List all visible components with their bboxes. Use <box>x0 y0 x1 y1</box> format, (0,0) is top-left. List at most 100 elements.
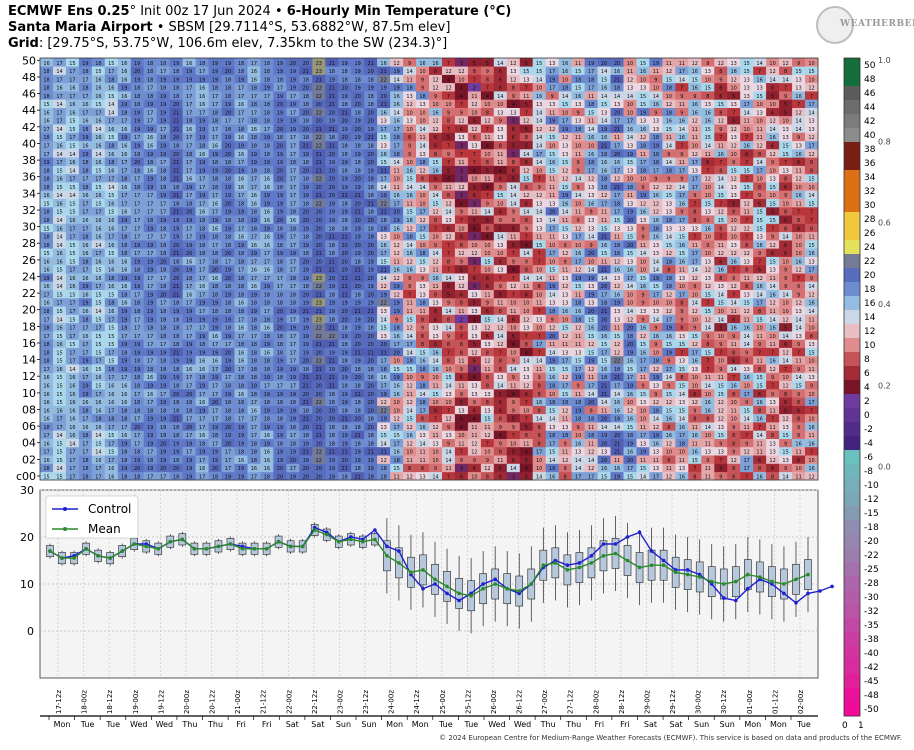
heatmap-cell-value: 21 <box>368 309 374 315</box>
heatmap-cell <box>91 198 106 208</box>
heatmap-cell <box>117 198 132 208</box>
heatmap-cell-value: 16 <box>380 61 386 67</box>
heatmap-cell-value: 14 <box>497 61 503 67</box>
heatmap-cell-value: 16 <box>43 301 49 307</box>
heatmap-cell-value: 16 <box>43 119 49 125</box>
heatmap-cell-value: 13 <box>640 400 646 406</box>
heatmap-cell-value: 14 <box>406 69 412 75</box>
heatmap-cell-value: 22 <box>380 301 386 307</box>
heatmap-cell <box>78 140 93 150</box>
degree-sign: ° <box>130 4 137 19</box>
heatmap-cell-value: 18 <box>303 433 309 439</box>
heatmap-cell-value: 16 <box>393 94 399 100</box>
heatmap-cell-value: 21 <box>173 177 179 183</box>
heatmap-cell-value: 18 <box>277 243 283 249</box>
heatmap-cell <box>40 240 54 249</box>
heatmap-cell-value: 18 <box>329 433 335 439</box>
heatmap-cell-value: 11 <box>406 309 412 315</box>
heatmap-cell-value: 11 <box>575 392 581 398</box>
heatmap-cell-value: 19 <box>173 235 179 241</box>
heatmap-cell-value: 13 <box>653 251 659 257</box>
heatmap-cell-value: 16 <box>186 259 192 265</box>
heatmap-cell-value: 5 <box>512 243 515 249</box>
heatmap-cell-value: 19 <box>290 77 296 83</box>
heatmap-cell-value: 10 <box>419 193 425 199</box>
heatmap-cell-value: 18 <box>108 417 114 423</box>
heatmap-cell-value: 18 <box>134 168 140 174</box>
heatmap-cell-value: 19 <box>329 458 335 464</box>
heatmap-cell-value: 9 <box>654 110 657 116</box>
heatmap-cell-value: 19 <box>147 268 153 274</box>
heatmap-cell-value: 17 <box>575 367 581 373</box>
heatmap-cell-value: 17 <box>147 119 153 125</box>
heatmap-cell-value: 18 <box>303 102 309 108</box>
heatmap-cell-value: 18 <box>199 441 205 447</box>
heatmap-cell-value: 20 <box>316 243 322 249</box>
heatmap-cell-value: 18 <box>264 168 270 174</box>
heatmap-cell <box>104 74 119 84</box>
heatmap-cell <box>104 372 119 381</box>
heatmap-cell <box>40 248 54 257</box>
heatmap-cell-value: 17 <box>393 127 399 133</box>
heatmap-cell-value: 11 <box>458 160 464 166</box>
heatmap-cell-value: 19 <box>277 458 283 464</box>
heatmap-cell <box>65 372 80 381</box>
heatmap-cell-value: 15 <box>549 367 555 373</box>
heatmap-cell-value: 7 <box>538 334 541 340</box>
heatmap-cell-value: 17 <box>277 384 283 390</box>
heatmap-cell-value: 14 <box>497 334 503 340</box>
heatmap-cell-value: 11 <box>666 466 672 472</box>
heatmap-cell <box>91 446 106 456</box>
heatmap-cell-value: 19 <box>160 458 166 464</box>
heatmap-cell-value: 13 <box>432 326 438 332</box>
heatmap-cell-value: 11 <box>393 168 399 174</box>
heatmap-cell-value: 15 <box>393 433 399 439</box>
heatmap-cell-value: 14 <box>588 235 594 241</box>
heatmap-cell-value: 19 <box>277 235 283 241</box>
heatmap-cell-value: 19 <box>173 77 179 83</box>
heatmap-cell-value: 12 <box>562 135 568 141</box>
heatmap-cell <box>53 223 67 233</box>
heatmap-cell-value: 14 <box>69 441 75 447</box>
heatmap-cell-value: 14 <box>69 367 75 373</box>
heatmap-cell <box>78 298 93 307</box>
heatmap-cell-value: 15 <box>56 392 62 398</box>
heatmap-cell-value: 18 <box>303 77 309 83</box>
heatmap-cell-value: 18 <box>186 119 192 125</box>
heatmap-cell-value: 18 <box>277 135 283 141</box>
heatmap-cell-value: 12 <box>510 61 516 67</box>
heatmap-cell <box>78 248 93 257</box>
heatmap-cell-value: 20 <box>588 400 594 406</box>
heatmap-cell-value: 18 <box>82 127 88 133</box>
heatmap-cell-value: 12 <box>432 127 438 133</box>
heatmap-cell-value: 20 <box>290 61 296 67</box>
heatmap-cell-value: 19 <box>199 193 205 199</box>
grid-info: : [29.75°S, 53.75°W, 106.6m elev, 7.35km… <box>39 36 447 51</box>
heatmap-cell-value: 11 <box>549 185 555 191</box>
heatmap-cell-value: 19 <box>121 441 127 447</box>
heatmap-cell-value: 19 <box>303 243 309 249</box>
heatmap-cell <box>117 355 132 365</box>
heatmap-cell-value: 17 <box>380 251 386 257</box>
heatmap-cell <box>78 405 93 415</box>
heatmap-cell-value: 13 <box>497 127 503 133</box>
heatmap-cell-value: 20 <box>368 359 374 365</box>
heatmap-cell-value: 12 <box>562 375 568 381</box>
heatmap-cell-value: 17 <box>212 127 218 133</box>
heatmap-cell-value: 8 <box>473 69 476 75</box>
heatmap-cell-value: 18 <box>355 160 361 166</box>
heatmap-cell-value: 21 <box>342 193 348 199</box>
heatmap-cell-value: 14 <box>588 268 594 274</box>
heatmap-cell-value: 17 <box>549 251 555 257</box>
heatmap-cell-value: 19 <box>212 218 218 224</box>
heatmap-cell <box>91 215 106 224</box>
heatmap-cell-value: 17 <box>640 367 646 373</box>
heatmap-cell-value: 11 <box>393 185 399 191</box>
heatmap-cell-value: 21 <box>342 417 348 423</box>
heatmap-cell-value: 17 <box>121 334 127 340</box>
heatmap-cell-value: 13 <box>614 317 620 323</box>
heatmap-cell-value: 16 <box>82 309 88 315</box>
heatmap-cell-value: 16 <box>238 102 244 108</box>
heatmap-cell-value: 13 <box>458 408 464 414</box>
heatmap-cell-value: 17 <box>199 309 205 315</box>
